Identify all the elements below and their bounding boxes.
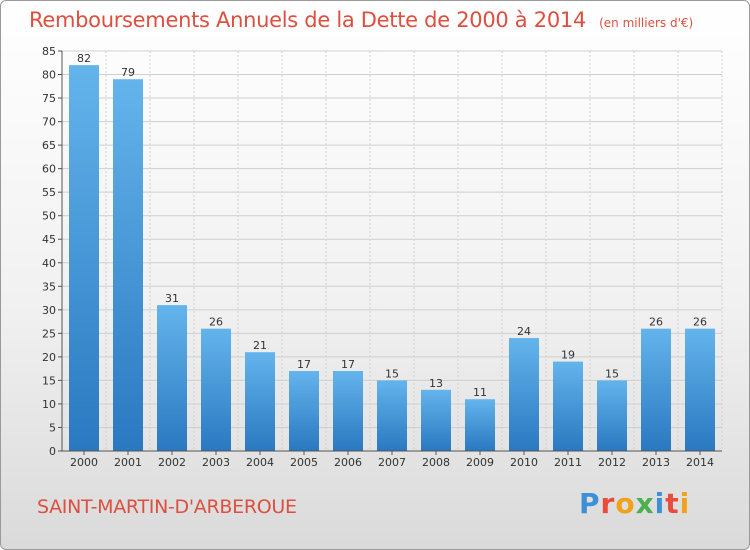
y-tick-label-55: 55	[42, 186, 56, 199]
data-label-2012: 15	[605, 367, 619, 380]
y-tick-label-35: 35	[42, 280, 56, 293]
y-tick-label-85: 85	[42, 45, 56, 58]
logo-letter: o	[615, 487, 636, 520]
commune-name: SAINT-MARTIN-D'ARBEROUE	[37, 496, 297, 518]
y-tick-label-45: 45	[42, 233, 56, 246]
chart-subtitle: (en milliers d'€)	[599, 16, 694, 30]
y-tick-label-15: 15	[42, 374, 56, 387]
y-tick-label-20: 20	[42, 351, 56, 364]
y-tick-label-75: 75	[42, 92, 56, 105]
bar-2011	[553, 361, 583, 451]
x-tick-label-2004: 2004	[246, 456, 274, 469]
x-tick-label-2014: 2014	[686, 456, 714, 469]
logo-letter: t	[665, 487, 680, 520]
y-tick-label-80: 80	[42, 69, 56, 82]
data-label-2003: 26	[209, 316, 223, 329]
x-tick-label-2001: 2001	[114, 456, 142, 469]
x-tick-label-2000: 2000	[70, 456, 98, 469]
y-tick-label-60: 60	[42, 163, 56, 176]
x-tick-label-2005: 2005	[290, 456, 318, 469]
x-tick-label-2013: 2013	[642, 456, 670, 469]
x-tick-label-2002: 2002	[158, 456, 186, 469]
bar-2012	[597, 380, 627, 451]
proxiti-logo[interactable]: Proxiti	[579, 487, 690, 520]
axes	[58, 50, 722, 455]
bar-2013	[641, 328, 671, 451]
logo-letter: r	[600, 487, 616, 520]
bar-2005	[289, 371, 319, 451]
bar-2004	[245, 352, 275, 451]
y-tick-label-0: 0	[49, 445, 56, 458]
y-tick-label-65: 65	[42, 139, 56, 152]
y-tick-label-25: 25	[42, 327, 56, 340]
bar-2014	[685, 328, 715, 451]
logo-letter: i	[679, 487, 691, 520]
logo-letter: x	[635, 487, 655, 520]
data-label-2000: 82	[77, 52, 91, 65]
bar-2000	[69, 65, 99, 451]
y-tick-label-10: 10	[42, 398, 56, 411]
logo-letter: i	[654, 487, 666, 520]
y-tick-label-40: 40	[42, 257, 56, 270]
y-tick-label-70: 70	[42, 116, 56, 129]
labels: 0 5 10 15 20 25 30 35 40 45 50 55 60 65 70 75 80 85 82 2000…	[42, 45, 714, 469]
bar-2010	[509, 338, 539, 451]
chart-title: Remboursements Annuels de la Dette de 20…	[29, 8, 586, 32]
y-tick-label-5: 5	[49, 421, 56, 434]
logo-letter: P	[579, 487, 601, 520]
y-tick-label-50: 50	[42, 210, 56, 223]
bar-2007	[377, 380, 407, 451]
bar-2003	[201, 328, 231, 451]
bars	[69, 65, 715, 451]
x-tick-label-2008: 2008	[422, 456, 450, 469]
data-label-2008: 13	[429, 377, 443, 390]
x-tick-label-2011: 2011	[554, 456, 582, 469]
bar-2008	[421, 389, 451, 451]
chart-title-row: Remboursements Annuels de la Dette de 20…	[29, 8, 693, 32]
x-tick-label-2003: 2003	[202, 456, 230, 469]
data-label-2014: 26	[693, 316, 707, 329]
data-label-2013: 26	[649, 316, 663, 329]
data-label-2004: 21	[253, 339, 267, 352]
data-label-2007: 15	[385, 367, 399, 380]
y-tick-label-30: 30	[42, 304, 56, 317]
bar-2002	[157, 305, 187, 451]
data-label-2010: 24	[517, 325, 531, 338]
bar-2009	[465, 399, 495, 451]
bar-2006	[333, 371, 363, 451]
data-label-2002: 31	[165, 292, 179, 305]
x-tick-label-2010: 2010	[510, 456, 538, 469]
x-tick-label-2012: 2012	[598, 456, 626, 469]
data-label-2011: 19	[561, 349, 575, 362]
x-tick-label-2006: 2006	[334, 456, 362, 469]
x-tick-label-2007: 2007	[378, 456, 406, 469]
data-label-2001: 79	[121, 66, 135, 79]
x-tick-label-2009: 2009	[466, 456, 494, 469]
data-label-2009: 11	[473, 386, 487, 399]
data-label-2006: 17	[341, 358, 355, 371]
bar-2001	[113, 79, 143, 451]
data-label-2005: 17	[297, 358, 311, 371]
